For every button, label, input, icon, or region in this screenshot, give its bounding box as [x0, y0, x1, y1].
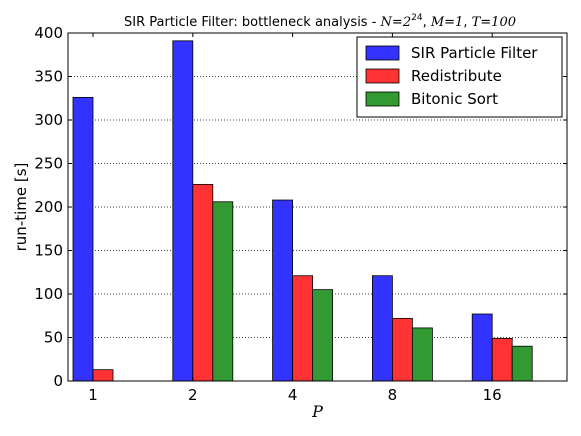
- y-tick-label: 100: [34, 285, 63, 303]
- x-tick-label: 8: [388, 386, 398, 404]
- title-param-base: 2: [402, 15, 411, 30]
- bar: [371, 275, 393, 382]
- legend-label: Redistribute: [411, 67, 502, 85]
- bar: [172, 40, 194, 382]
- title-param-value: 100: [491, 15, 516, 30]
- bar: [292, 275, 314, 382]
- legend-swatch: [365, 45, 400, 61]
- legend: SIR Particle Filter Redistribute Bitonic S…: [356, 36, 563, 118]
- title-param-var: T: [472, 15, 482, 30]
- title-param-sep: ,: [423, 15, 431, 30]
- y-tick-label: 350: [34, 68, 63, 86]
- bar: [212, 201, 234, 382]
- x-tick-label: 4: [288, 386, 298, 404]
- bar: [272, 199, 294, 382]
- bar: [192, 183, 214, 382]
- legend-label: SIR Particle Filter: [411, 44, 538, 62]
- legend-swatch: [365, 91, 400, 107]
- title-param-var: N: [380, 15, 393, 30]
- y-tick-label: 150: [34, 242, 63, 260]
- bar: [72, 96, 94, 382]
- x-axis-label: P: [311, 402, 323, 421]
- bar: [391, 317, 413, 382]
- bar: [92, 369, 114, 382]
- y-axis-label: run-time [s]: [12, 163, 30, 252]
- title-param-eq: =: [444, 15, 455, 30]
- bar: [511, 345, 533, 382]
- axis-ticks: 0 50 100 150 200 250 300 350 400 1 2 4 8 16: [34, 24, 567, 404]
- x-tick-label: 1: [88, 386, 98, 404]
- x-tick-label: 2: [188, 386, 198, 404]
- chart-title: SIR Particle Filter: bottleneck analysis…: [124, 13, 516, 30]
- y-tick-label: 0: [53, 372, 63, 390]
- bar: [491, 337, 513, 382]
- bar: [411, 327, 433, 382]
- title-param-sep: ,: [463, 15, 471, 30]
- title-param-value: 1: [455, 15, 463, 30]
- title-param-eq: =: [480, 15, 491, 30]
- y-tick-label: 250: [34, 155, 63, 173]
- y-tick-label: 50: [44, 329, 63, 347]
- y-tick-label: 200: [34, 198, 63, 216]
- title-param-var: M: [430, 15, 445, 30]
- title-param-eq: =: [392, 15, 403, 30]
- title-param-exponent: 24: [411, 13, 423, 23]
- bar: [471, 313, 493, 382]
- y-tick-label: 400: [34, 24, 63, 42]
- chart-title-text: SIR Particle Filter: bottleneck analysis…: [124, 15, 381, 30]
- x-tick-label: 16: [483, 386, 502, 404]
- y-tick-label: 300: [34, 111, 63, 129]
- legend-label: Bitonic Sort: [411, 90, 498, 108]
- bar: [312, 289, 334, 382]
- legend-swatch: [365, 68, 400, 84]
- bars: [72, 40, 533, 382]
